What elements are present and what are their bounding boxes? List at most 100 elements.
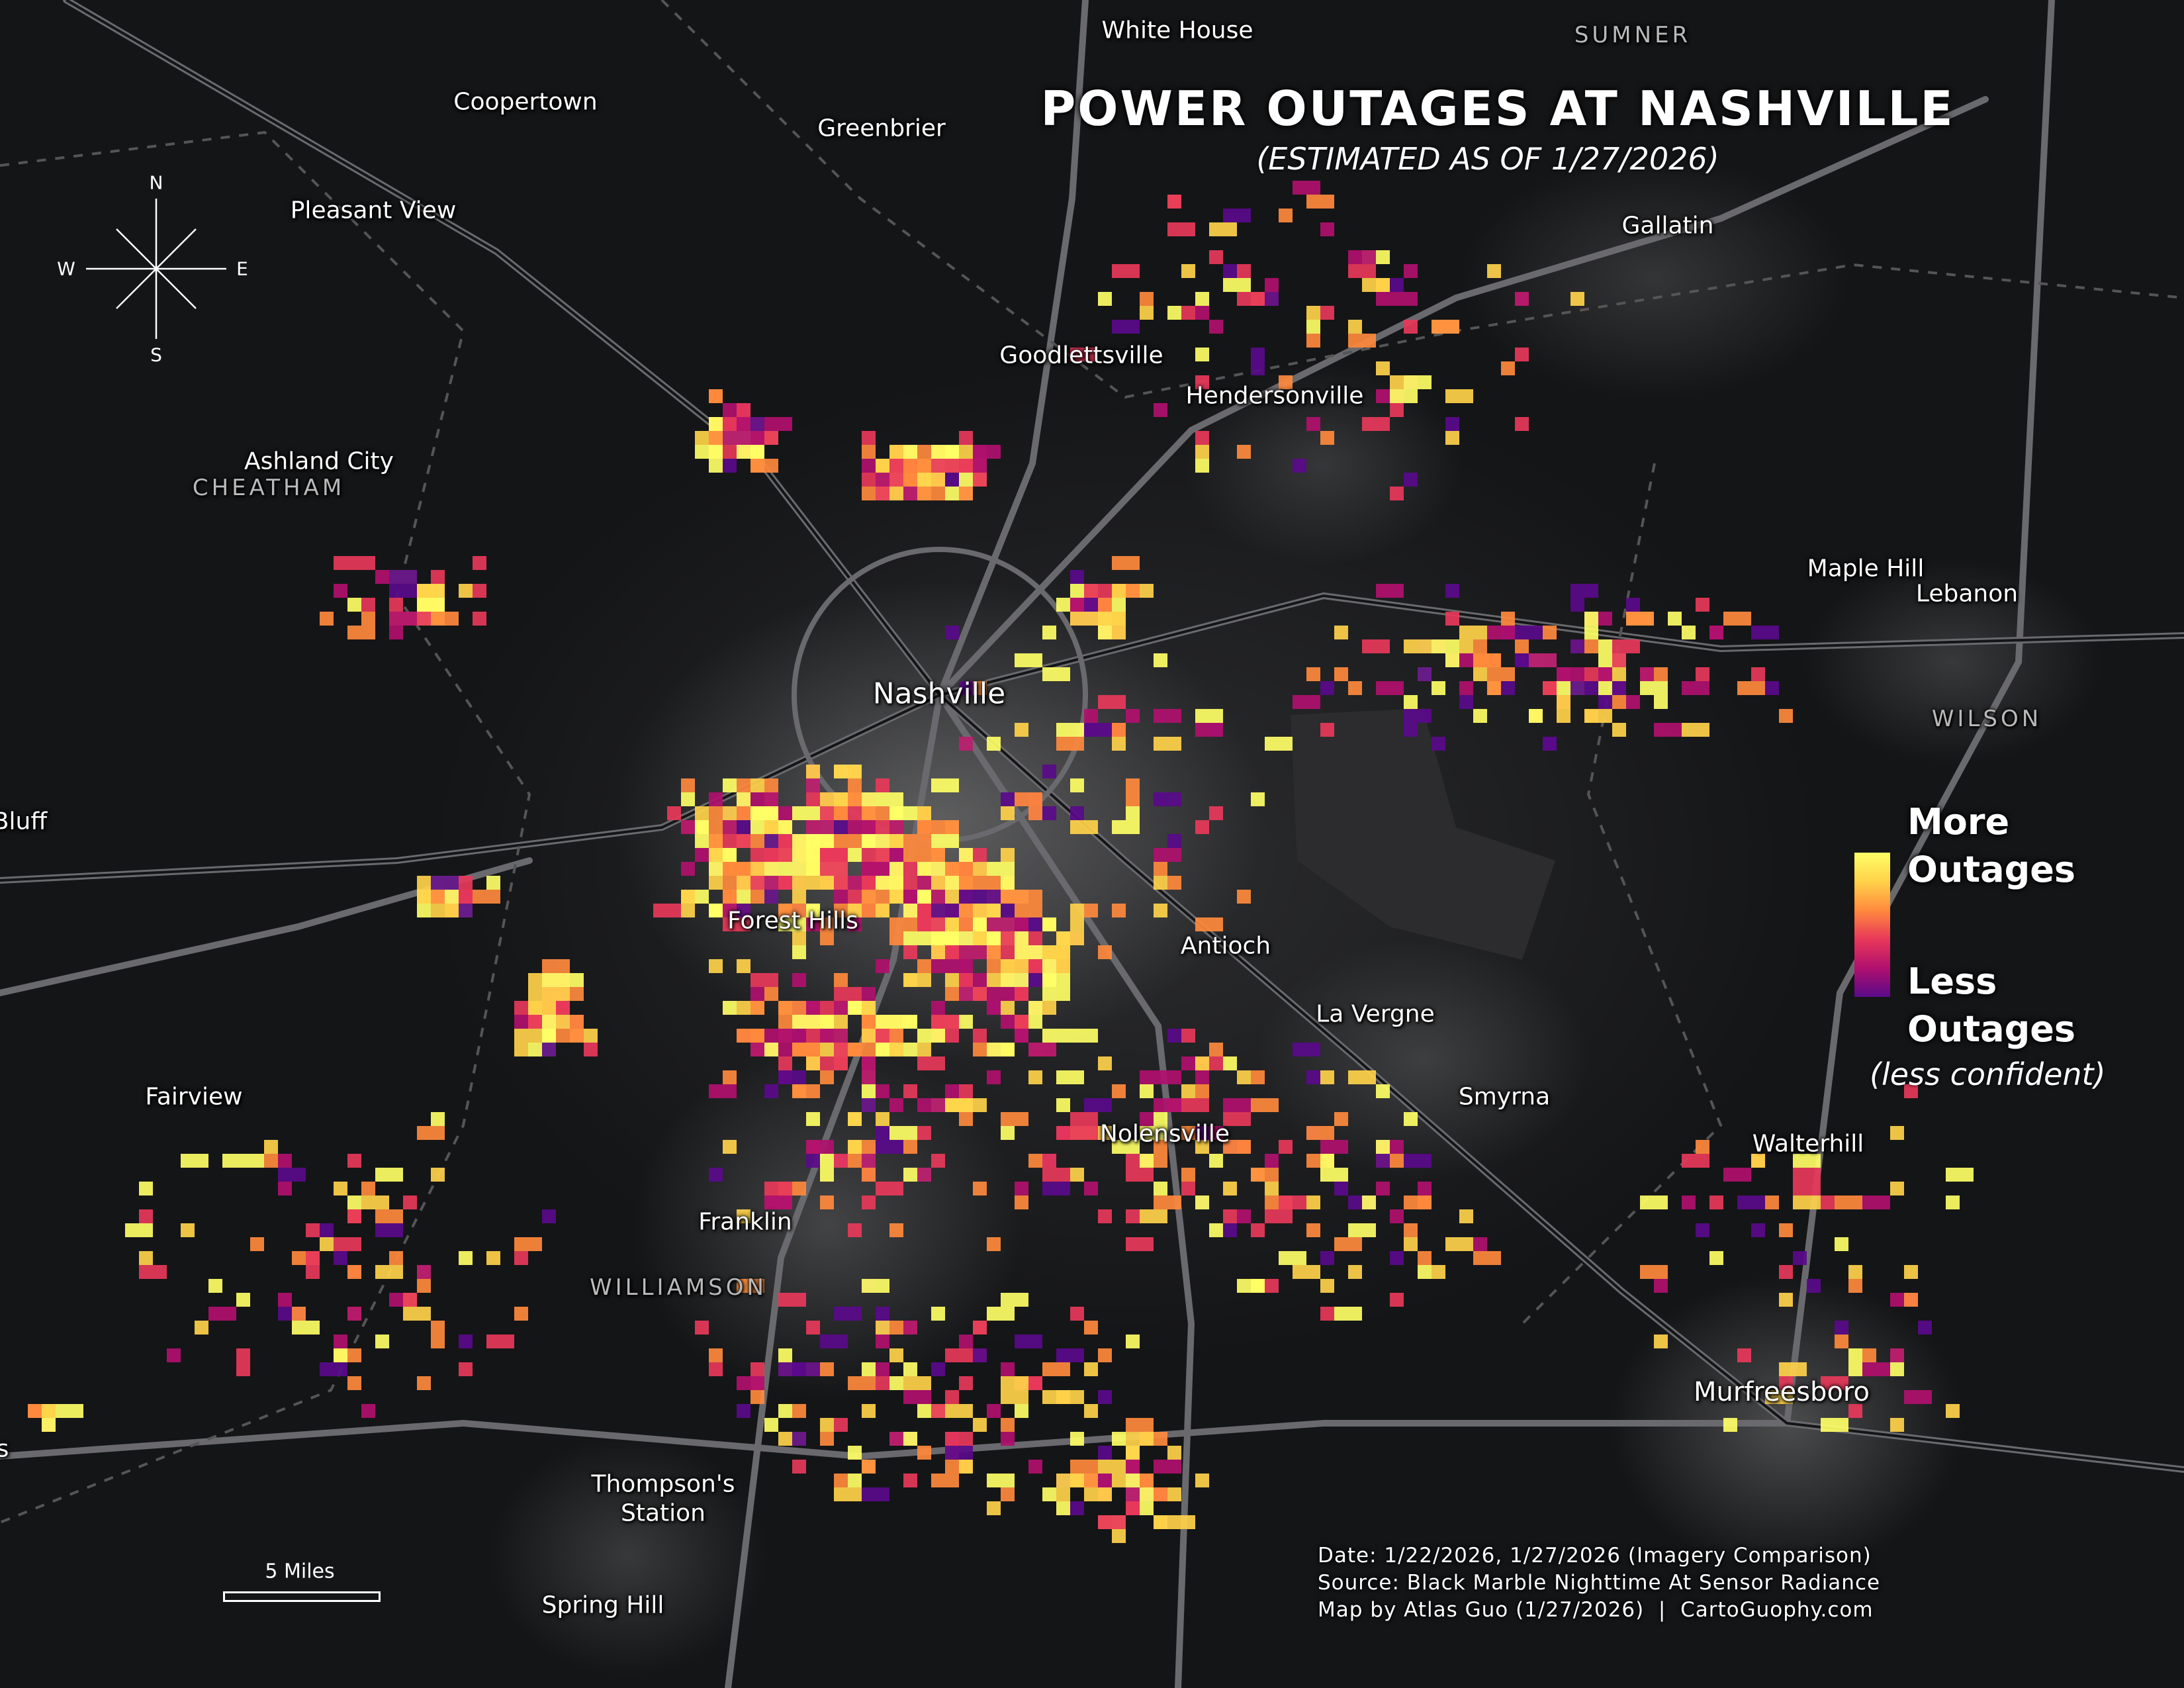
outage-pixel (723, 403, 737, 417)
outage-pixel (862, 1487, 889, 1501)
outage-pixel (1098, 1515, 1126, 1529)
outage-pixel (764, 1182, 792, 1196)
outage-pixel (862, 987, 876, 1001)
outage-pixel (556, 1015, 570, 1029)
outage-pixel (1696, 1140, 1709, 1154)
outage-pixel (959, 1335, 973, 1348)
outage-pixel (973, 459, 987, 473)
outage-pixel (1223, 209, 1251, 222)
outage-pixel (1376, 1084, 1390, 1098)
outage-pixel (834, 876, 848, 890)
outage-pixel (1167, 1515, 1195, 1529)
outage-pixel (1098, 626, 1112, 639)
outage-pixel (139, 1182, 153, 1196)
outage-pixel (903, 1321, 917, 1335)
outage-pixel (1501, 681, 1515, 695)
outage-pixel (681, 890, 695, 904)
outage-pixel (1404, 709, 1432, 723)
outage-pixel (778, 1070, 806, 1084)
outage-pixel (320, 1237, 334, 1251)
outage-pixel (1251, 348, 1265, 361)
outage-pixel (778, 1029, 806, 1043)
outage-pixel (1835, 1196, 1862, 1209)
outage-pixel (1098, 612, 1126, 626)
outage-pixel (876, 792, 889, 806)
outage-pixel (1056, 1487, 1070, 1501)
outage-pixel (375, 1223, 403, 1237)
outage-pixel (778, 1015, 792, 1029)
outage-pixel (959, 1376, 973, 1390)
outage-pixel (945, 1446, 973, 1460)
outage-pixel (1821, 1196, 1835, 1209)
outage-pixel (806, 904, 820, 917)
outage-pixel (889, 1376, 903, 1390)
outage-pixel (876, 1321, 889, 1335)
outage-pixel (917, 1446, 931, 1460)
outage-pixel (848, 1112, 862, 1126)
outage-pixel (737, 445, 764, 459)
outage-pixel (695, 431, 709, 445)
outage-pixel (834, 1154, 848, 1168)
outage-pixel (848, 1446, 862, 1460)
outage-pixel (1723, 612, 1751, 626)
outage-pixel (1696, 598, 1709, 612)
compass-south-label: S (150, 344, 162, 366)
outage-pixel (1737, 681, 1765, 695)
outage-pixel (1015, 1029, 1028, 1043)
outage-pixel (945, 1432, 959, 1446)
outage-pixel (1821, 1376, 1848, 1390)
outage-pixel (903, 1376, 931, 1390)
outage-pixel (167, 1348, 181, 1362)
outage-pixel (1042, 667, 1070, 681)
scale-label: 5 Miles (265, 1560, 335, 1583)
outage-pixel (1459, 681, 1473, 695)
outage-pixel (973, 1098, 987, 1112)
outage-pixel (806, 1112, 820, 1126)
outage-pixel (806, 778, 820, 792)
outage-pixel (1306, 334, 1320, 348)
outage-pixel (403, 1307, 431, 1321)
place-label: Forest Hills (727, 907, 858, 935)
outage-pixel (375, 1209, 403, 1223)
credits-date: Date: 1/22/2026, 1/27/2026 (Imagery Comp… (1318, 1544, 1872, 1568)
outage-pixel (862, 487, 876, 500)
outage-pixel (1084, 723, 1098, 737)
outage-pixel (862, 1001, 876, 1015)
outage-pixel (1459, 626, 1473, 639)
outage-pixel (737, 876, 751, 890)
outage-pixel (931, 876, 945, 890)
outage-pixel (931, 834, 959, 848)
outage-pixel (876, 1376, 889, 1390)
outage-pixel (737, 1376, 764, 1390)
outage-pixel (848, 1474, 862, 1487)
outage-pixel (987, 1501, 1001, 1515)
outage-pixel (431, 876, 459, 890)
outage-pixel (334, 1182, 347, 1196)
outage-pixel (751, 820, 764, 834)
outage-pixel (1862, 1362, 1890, 1376)
outage-pixel (917, 862, 945, 876)
outage-pixel (1126, 820, 1140, 834)
outage-pixel (417, 1126, 445, 1140)
outage-pixel (1862, 1348, 1876, 1362)
outage-pixel (1404, 375, 1432, 389)
outage-pixel (973, 931, 987, 945)
outage-pixel (848, 1140, 862, 1154)
outage-pixel (1362, 639, 1390, 653)
outage-pixel (945, 987, 959, 1001)
outage-pixel (889, 806, 903, 820)
outage-pixel (959, 904, 973, 917)
outage-pixel (1070, 584, 1084, 598)
outage-pixel (1154, 737, 1181, 751)
outage-pixel (208, 1307, 236, 1321)
outage-pixel (764, 417, 792, 431)
outage-pixel (834, 1307, 862, 1321)
outage-pixel (1779, 1293, 1793, 1307)
outage-pixel (1306, 667, 1320, 681)
outage-pixel (820, 1168, 834, 1182)
outage-pixel (1028, 1376, 1042, 1390)
outage-pixel (347, 1154, 361, 1168)
place-label: Maple Hill (1807, 555, 1925, 583)
outage-pixel (264, 1154, 278, 1168)
